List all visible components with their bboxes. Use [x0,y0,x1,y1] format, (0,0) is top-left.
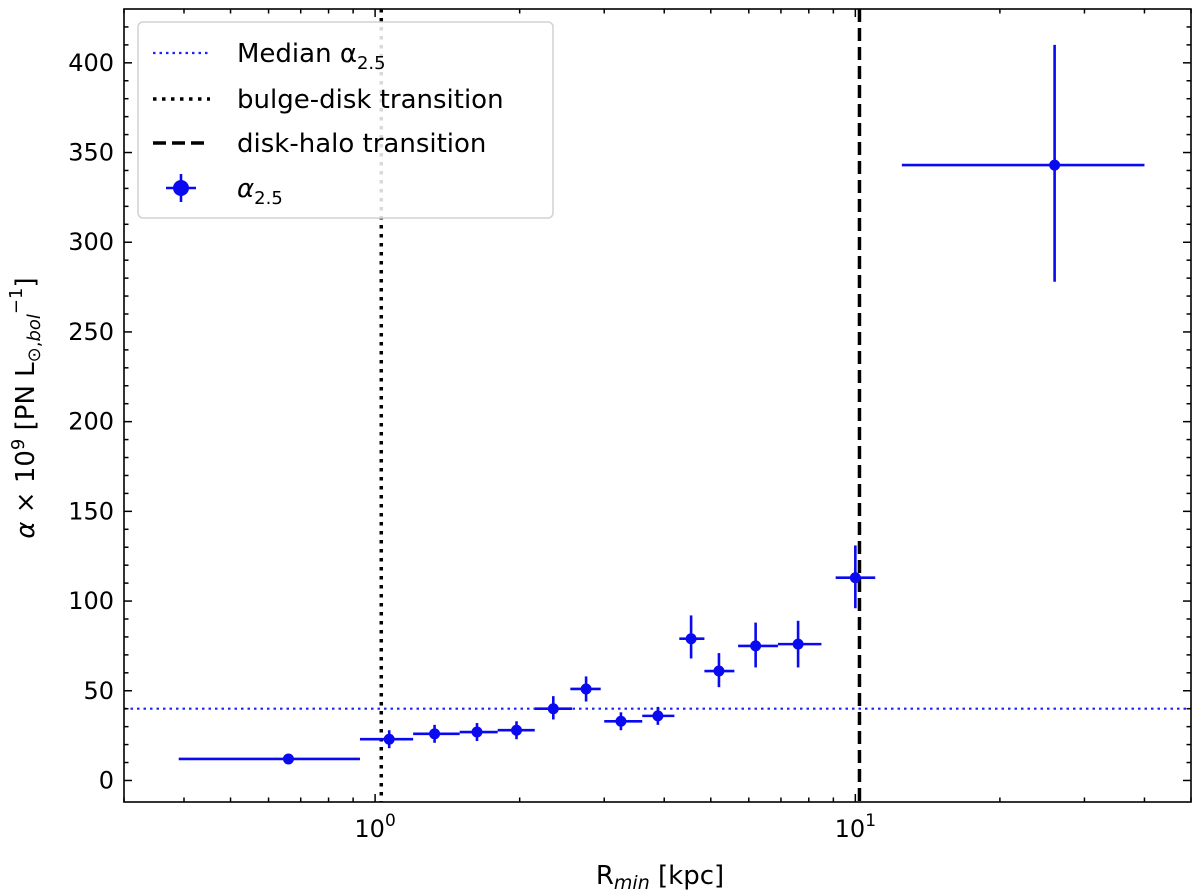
point-marker [615,715,627,727]
point-marker [652,710,664,722]
y-tick-label: 150 [68,497,114,525]
y-tick-label: 300 [68,228,114,256]
data-point [497,721,535,740]
point-marker [849,572,861,584]
data-point [359,730,414,749]
data-point [459,723,498,741]
legend: Median α2.5 bulge-disk transition disk-hal… [137,21,554,219]
legend-entry: α2.5 [166,174,283,209]
plot-content [124,9,1191,802]
data-point [835,545,876,609]
point-marker [1049,159,1061,171]
point-marker [429,728,441,740]
y-tick-label: 350 [68,139,114,167]
point-marker [282,753,294,765]
point-marker [547,703,559,715]
point-marker [685,633,697,645]
legend-box [137,21,554,219]
legend-entry: disk-halo transition [153,129,486,159]
data-point [570,676,601,702]
data-point [704,653,735,688]
y-tick-label: 50 [83,677,114,705]
point-marker [511,724,523,736]
x-tick-label: 101 [835,811,876,843]
legend-label: α2.5 [237,174,283,209]
legend-label: bulge-disk transition [237,85,504,115]
y-tick-label: 250 [68,318,114,346]
x-tick-label: 100 [354,811,395,843]
data-point [901,44,1145,282]
plot-frame [123,8,1192,803]
x-axis-label: Rmin [kpc] [596,861,724,894]
y-tick-label: 100 [68,587,114,615]
point-marker [713,665,725,677]
legend-entry: Median α2.5 [153,39,386,74]
y-tick-label: 0 [99,766,114,794]
y-axis-label: α × 109 [PN L⊙,bol−1] [6,277,45,538]
point-marker [750,640,762,652]
point-marker [580,683,592,695]
data-point [413,724,460,743]
y-tick-label: 200 [68,408,114,436]
legend-marker [173,180,189,196]
data-point [178,753,360,765]
point-marker [383,733,395,745]
data-point [534,696,572,720]
data-point [679,615,705,659]
point-marker [471,726,483,738]
data-point [604,712,643,731]
point-marker [792,638,804,650]
data-point [642,706,675,725]
data-point [738,622,778,668]
legend-label: Median α2.5 [237,39,386,74]
y-tick-label: 400 [68,49,114,77]
legend-entry: bulge-disk transition [153,85,504,115]
legend-label: disk-halo transition [237,129,486,159]
data-point [777,620,822,668]
